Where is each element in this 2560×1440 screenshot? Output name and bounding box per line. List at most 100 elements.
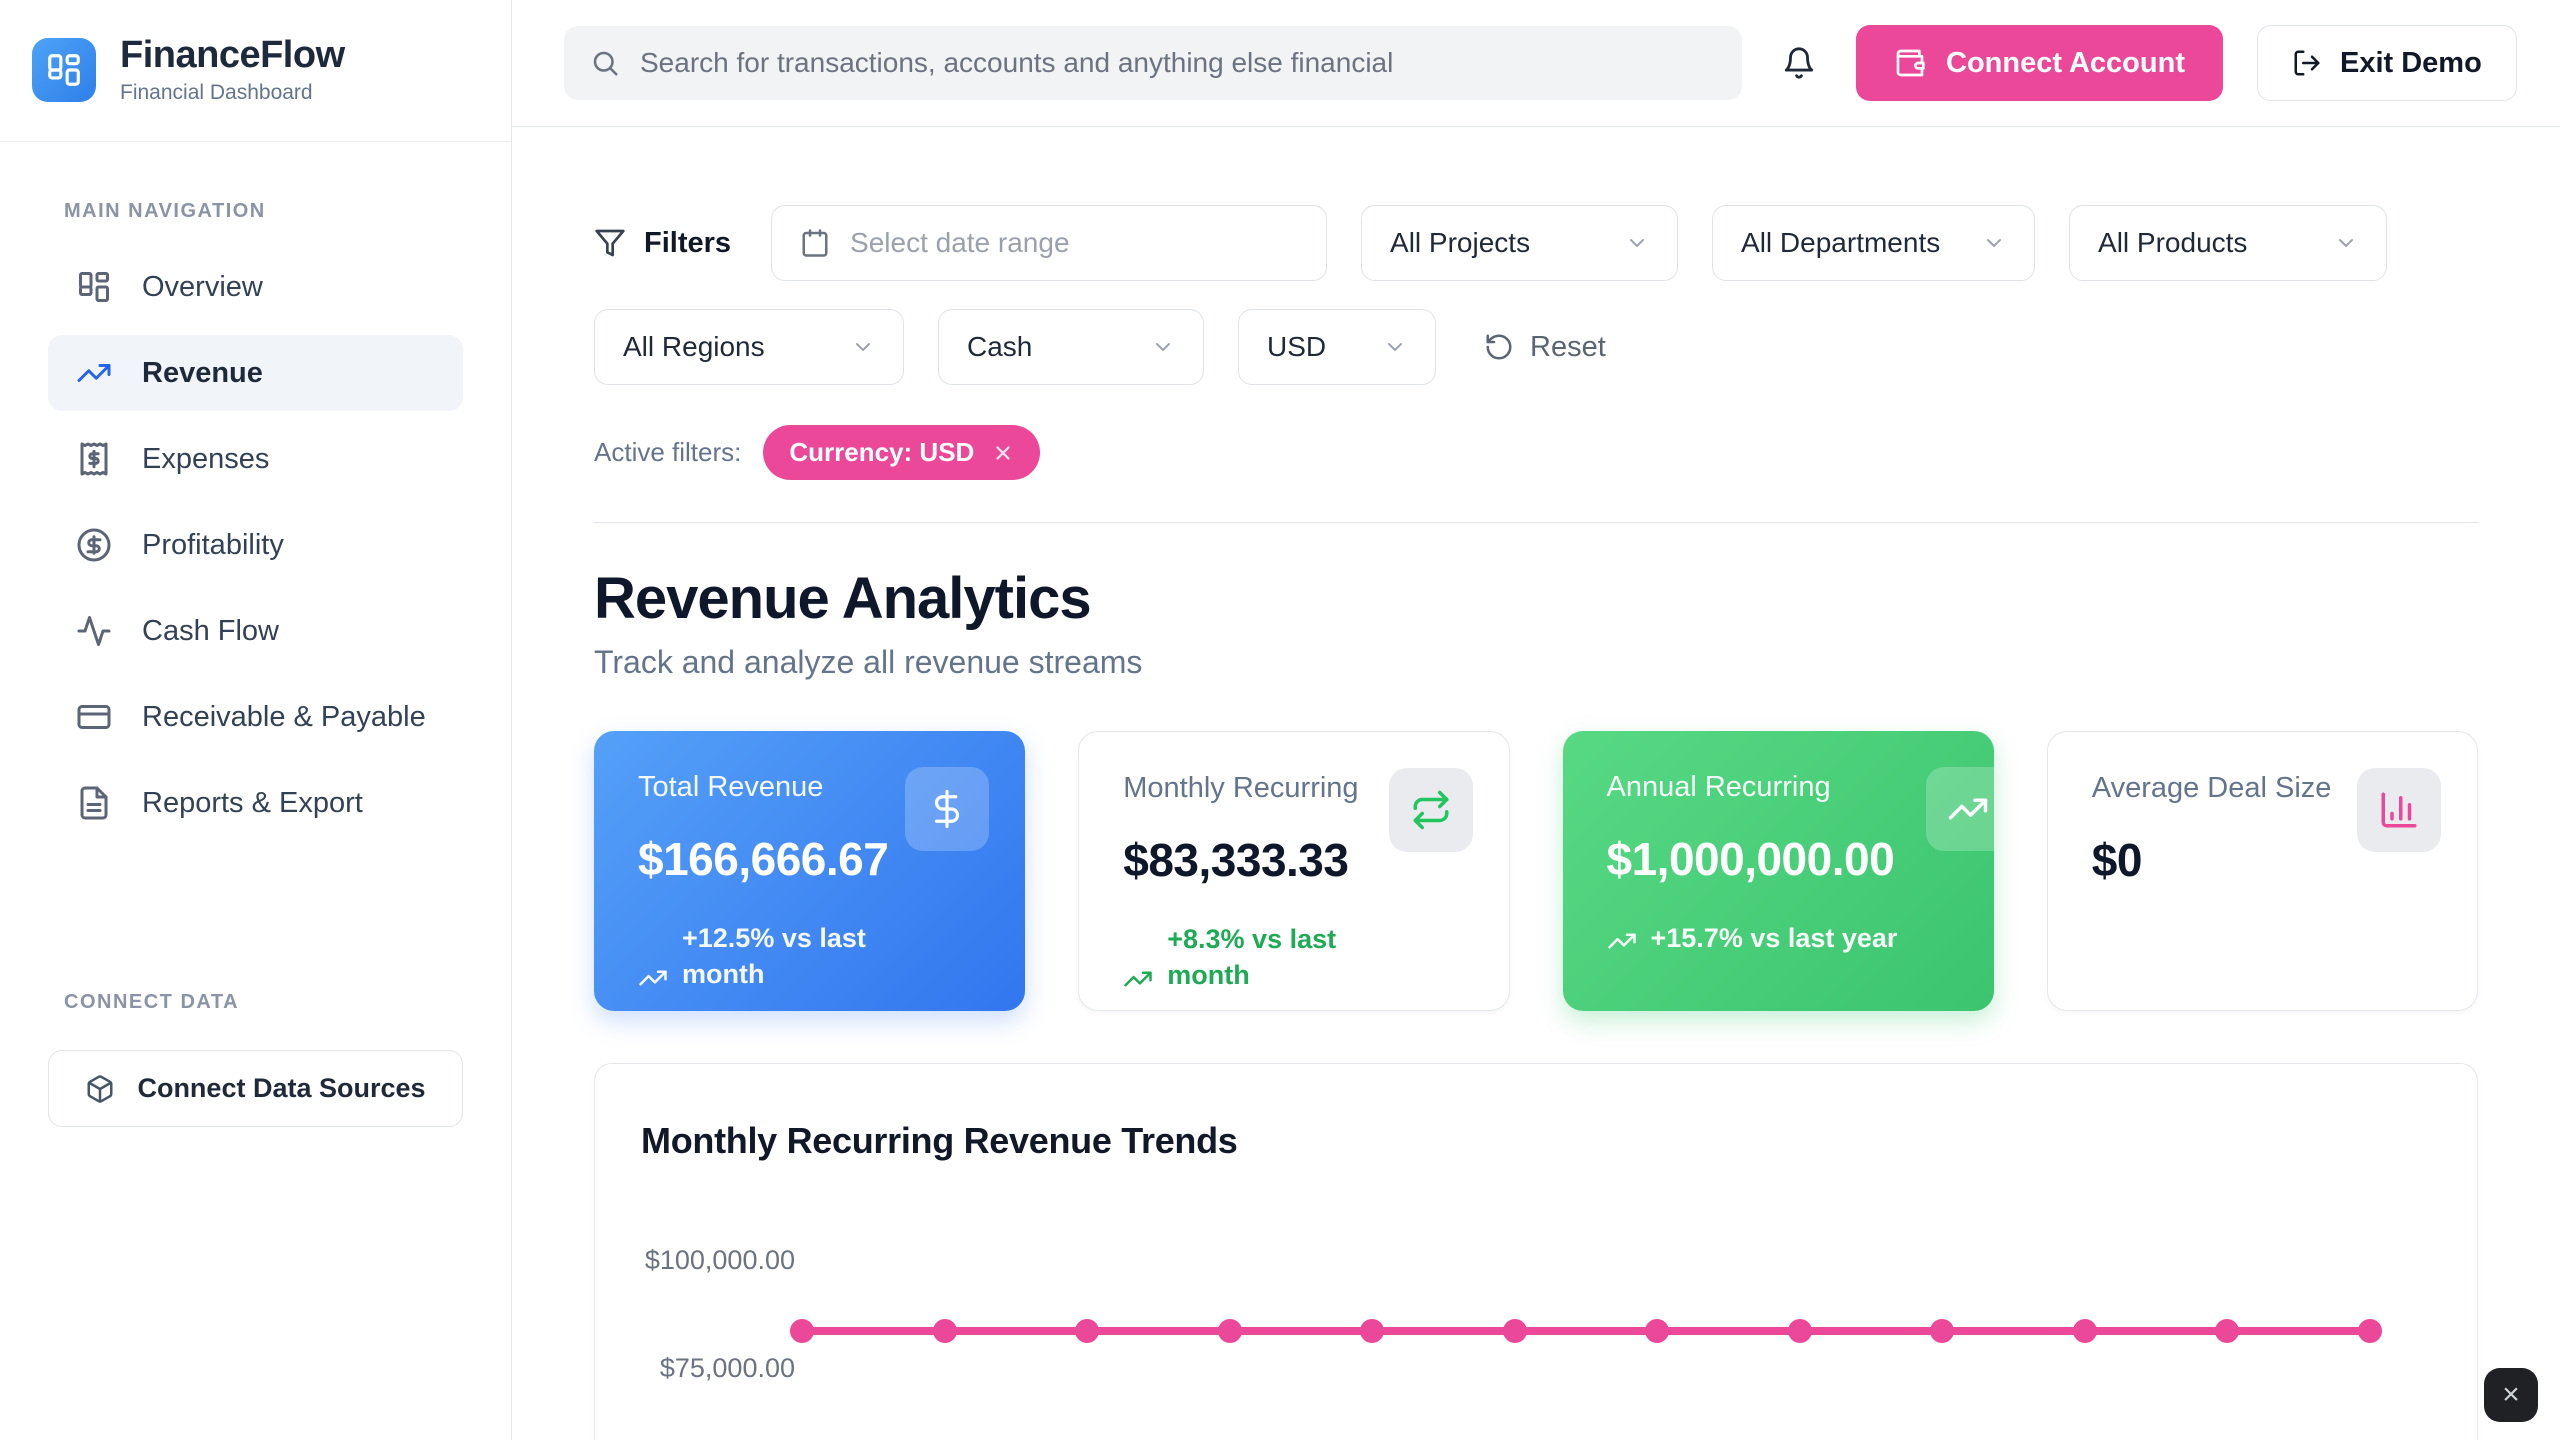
stat-label: Total Revenue bbox=[638, 771, 824, 803]
dashboard-icon bbox=[76, 269, 112, 305]
stat-label: Annual Recurring bbox=[1606, 771, 1831, 803]
chart-data-point[interactable] bbox=[1360, 1319, 1385, 1343]
stat-change: +8.3% vs last month bbox=[1123, 921, 1423, 994]
app-tagline: Financial Dashboard bbox=[120, 81, 313, 104]
sidebar-item-label: Profitability bbox=[142, 528, 284, 561]
sidebar-item-label: Receivable & Payable bbox=[142, 700, 426, 733]
sidebar-item-reports-export[interactable]: Reports & Export bbox=[48, 765, 463, 841]
currency-filter-chip[interactable]: Currency: USD bbox=[763, 425, 1041, 480]
trending-up-icon bbox=[1123, 964, 1153, 994]
activity-icon bbox=[76, 613, 112, 649]
stat-card-total-revenue[interactable]: Total Revenue $166,666.67 +12.5% vs last… bbox=[594, 731, 1026, 1011]
file-text-icon bbox=[76, 785, 112, 821]
nav-section-heading: MAIN NAVIGATION bbox=[64, 200, 266, 222]
departments-dropdown[interactable]: All Departments bbox=[1712, 205, 2036, 281]
sidebar-item-overview[interactable]: Overview bbox=[48, 249, 463, 325]
content: Filters Select date range All Projects A… bbox=[512, 127, 2560, 1440]
chevron-down-icon bbox=[2334, 231, 2358, 255]
y-axis-tick-100k: $100,000.00 bbox=[644, 1245, 795, 1275]
repeat-icon bbox=[1388, 768, 1473, 852]
projects-dropdown-value: All Projects bbox=[1390, 227, 1531, 258]
currency-dropdown[interactable]: USD bbox=[1238, 309, 1436, 385]
chart-data-point[interactable] bbox=[790, 1319, 814, 1343]
stat-value: $1,000,000.00 bbox=[1606, 833, 1895, 885]
exit-demo-button[interactable]: Exit Demo bbox=[2256, 25, 2517, 101]
connect-data-sources-button[interactable]: Connect Data Sources bbox=[48, 1050, 463, 1127]
chart-data-point[interactable] bbox=[2215, 1319, 2240, 1343]
chart-data-point[interactable] bbox=[1502, 1319, 1527, 1343]
dollar-icon bbox=[905, 767, 990, 851]
log-out-icon bbox=[2292, 48, 2322, 78]
regions-dropdown-value: All Regions bbox=[623, 331, 765, 362]
floating-close-button[interactable]: × bbox=[2484, 1368, 2538, 1422]
chevron-down-icon bbox=[1982, 231, 2006, 255]
connect-data-sources-label: Connect Data Sources bbox=[137, 1073, 426, 1103]
stat-value: $83,333.33 bbox=[1123, 834, 1349, 886]
stat-card-annual-recurring[interactable]: Annual Recurring $1,000,000.00 +15.7% vs… bbox=[1562, 731, 1994, 1011]
sidebar-item-label: Expenses bbox=[142, 442, 270, 475]
date-range-picker[interactable]: Select date range bbox=[771, 205, 1328, 281]
departments-dropdown-value: All Departments bbox=[1741, 227, 1941, 258]
trending-up-icon bbox=[76, 355, 112, 391]
exit-demo-label: Exit Demo bbox=[2339, 46, 2482, 79]
bell-icon bbox=[1782, 46, 1816, 80]
search-input[interactable] bbox=[640, 47, 1716, 79]
sidebar-item-label: Cash Flow bbox=[142, 614, 279, 647]
stat-card-average-deal-size[interactable]: Average Deal Size $0 bbox=[2046, 731, 2478, 1011]
chart-data-point[interactable] bbox=[2358, 1319, 2382, 1343]
reset-label: Reset bbox=[1530, 330, 1606, 363]
sidebar-item-label: Revenue bbox=[142, 356, 263, 389]
chevron-down-icon bbox=[1383, 335, 1407, 359]
chart-title: Monthly Recurring Revenue Trends bbox=[641, 1120, 1238, 1161]
sidebar-item-profitability[interactable]: Profitability bbox=[48, 507, 463, 583]
stat-change: +12.5% vs last month bbox=[638, 920, 938, 993]
wallet-icon bbox=[1894, 47, 1926, 79]
stat-label: Average Deal Size bbox=[2091, 772, 2332, 804]
revenue-trends-chart-card: Monthly Recurring Revenue Trends $100,00… bbox=[594, 1063, 2478, 1440]
chart-data-point[interactable] bbox=[2072, 1319, 2097, 1343]
dollar-circle-icon bbox=[76, 527, 112, 563]
close-icon: × bbox=[2502, 1378, 2520, 1411]
active-filters-row: Active filters: Currency: USD bbox=[594, 425, 2478, 480]
chevron-down-icon bbox=[1625, 231, 1649, 255]
chart-data-point[interactable] bbox=[1645, 1319, 1670, 1343]
sidebar-item-revenue[interactable]: Revenue bbox=[48, 335, 463, 411]
trending-up-icon bbox=[1607, 926, 1637, 956]
connect-data-heading: CONNECT DATA bbox=[64, 991, 240, 1013]
brand: FinanceFlow Financial Dashboard bbox=[0, 0, 511, 142]
chart-data-point[interactable] bbox=[1075, 1319, 1100, 1343]
trending-up-icon bbox=[638, 963, 668, 993]
app-logo bbox=[32, 37, 96, 102]
filters-label: Filters bbox=[644, 226, 732, 259]
accounting-basis-dropdown[interactable]: Cash bbox=[938, 309, 1204, 385]
trending-up-icon bbox=[1925, 767, 1994, 851]
chart-data-point[interactable] bbox=[932, 1319, 957, 1343]
sidebar-item-receivable-payable[interactable]: Receivable & Payable bbox=[48, 679, 463, 755]
filters-row-1: Filters Select date range All Projects A… bbox=[594, 205, 2478, 281]
reset-filters-button[interactable]: Reset bbox=[1484, 331, 1606, 364]
sidebar-item-label: Overview bbox=[142, 270, 263, 303]
close-icon[interactable] bbox=[992, 442, 1014, 464]
chart-plot-area: $100,000.00 $75,000.00 $50,000.00 bbox=[595, 1064, 2477, 1440]
app-name: FinanceFlow bbox=[120, 34, 345, 76]
chart-data-point[interactable] bbox=[1930, 1319, 1955, 1343]
notifications-button[interactable] bbox=[1776, 40, 1822, 86]
sidebar: FinanceFlow Financial Dashboard MAIN NAV… bbox=[0, 0, 512, 1440]
currency-dropdown-value: USD bbox=[1267, 331, 1327, 362]
page-title: Revenue Analytics bbox=[594, 566, 1092, 631]
stat-card-monthly-recurring[interactable]: Monthly Recurring $83,333.33 +8.3% vs la… bbox=[1078, 731, 1510, 1011]
regions-dropdown[interactable]: All Regions bbox=[594, 309, 904, 385]
stat-label: Monthly Recurring bbox=[1123, 772, 1359, 804]
connect-account-button[interactable]: Connect Account bbox=[1856, 25, 2223, 101]
chart-data-point[interactable] bbox=[1217, 1319, 1242, 1343]
projects-dropdown[interactable]: All Projects bbox=[1361, 205, 1679, 281]
filters-title: Filters bbox=[594, 227, 731, 260]
products-dropdown[interactable]: All Products bbox=[2069, 205, 2388, 281]
receipt-icon bbox=[76, 441, 112, 477]
filters-row-2: All Regions Cash USD bbox=[594, 309, 2478, 385]
sidebar-item-expenses[interactable]: Expenses bbox=[48, 421, 463, 497]
sidebar-item-cash-flow[interactable]: Cash Flow bbox=[48, 593, 463, 669]
chart-data-point[interactable] bbox=[1787, 1319, 1812, 1343]
y-axis-tick-75k: $75,000.00 bbox=[659, 1353, 795, 1383]
search-bar[interactable] bbox=[564, 26, 1742, 100]
